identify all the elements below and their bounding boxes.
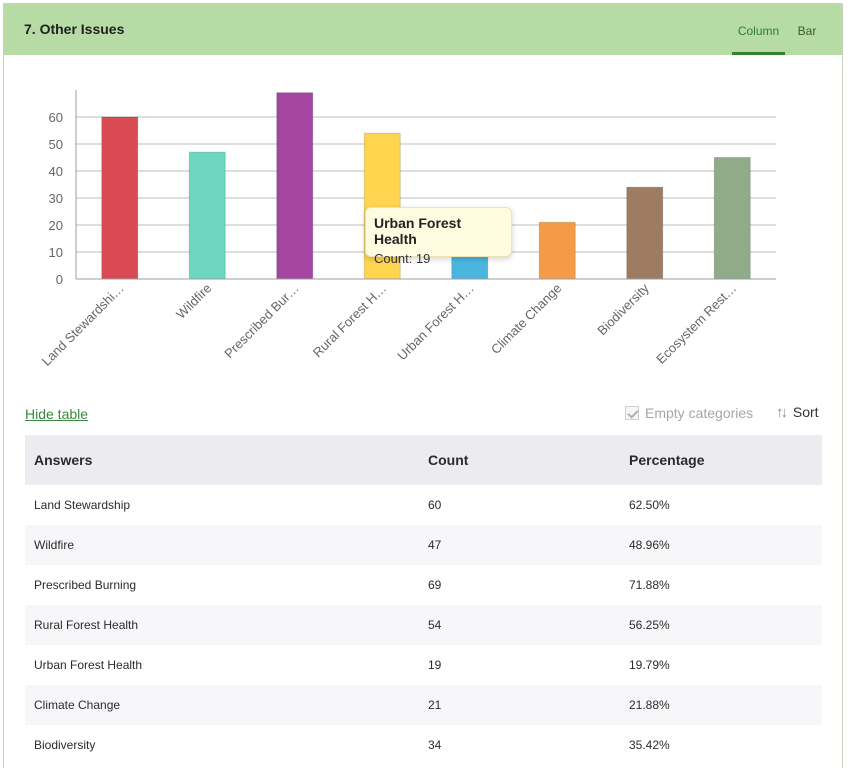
tab-column[interactable]: Column — [732, 24, 785, 55]
bar[interactable] — [626, 186, 664, 280]
cell-count: 34 — [428, 738, 442, 752]
x-tick-label: Ecosystem Rest… — [653, 281, 739, 367]
cell-percentage: 48.96% — [629, 538, 670, 552]
cell-percentage: 71.88% — [629, 578, 670, 592]
x-tick-label: Biodiversity — [594, 280, 652, 338]
cell-answer: Rural Forest Health — [34, 618, 139, 632]
cell-count: 69 — [428, 578, 442, 592]
tab-bar[interactable]: Bar — [797, 24, 817, 38]
y-tick-label: 50 — [49, 137, 63, 152]
results-table: Answers Count Percentage Land Stewardshi… — [25, 435, 822, 765]
y-tick-label: 20 — [49, 218, 63, 233]
bar[interactable] — [101, 116, 139, 280]
y-tick-label: 40 — [49, 164, 63, 179]
bar[interactable] — [538, 221, 576, 280]
chart-tooltip: Urban Forest Health Count: 19 — [365, 207, 512, 266]
cell-answer: Urban Forest Health — [34, 658, 143, 672]
table-row: Rural Forest Health 54 56.25% — [25, 605, 822, 645]
table-row: Biodiversity 34 35.42% — [25, 725, 822, 765]
tooltip-title: Urban Forest Health — [374, 215, 462, 247]
table-row: Land Stewardship 60 62.50% — [25, 485, 822, 525]
y-tick-label: 30 — [49, 191, 63, 206]
header-percentage[interactable]: Percentage — [629, 452, 705, 468]
header-count[interactable]: Count — [428, 452, 469, 468]
table-row: Prescribed Burning 69 71.88% — [25, 565, 822, 605]
table-row: Urban Forest Health 19 19.79% — [25, 645, 822, 685]
question-header: 7. Other Issues Column Bar — [4, 4, 842, 55]
table-row: Climate Change 21 21.88% — [25, 685, 822, 725]
x-tick-label: Land Stewardshi… — [39, 281, 127, 369]
y-tick-label: 0 — [56, 272, 63, 287]
cell-answer: Land Stewardship — [34, 498, 131, 512]
empty-categories-label: Empty categories — [645, 405, 754, 421]
cell-count: 54 — [428, 618, 442, 632]
checkbox-icon[interactable] — [625, 406, 639, 420]
sort-label: Sort — [792, 404, 819, 420]
cell-answer: Climate Change — [34, 698, 121, 712]
column-chart: 0 10 20 30 40 50 60 Land Stewardshi… Wildfire Pre… — [39, 90, 776, 369]
cell-percentage: 35.42% — [629, 738, 670, 752]
cell-percentage: 19.79% — [629, 658, 670, 672]
cell-percentage: 21.88% — [629, 698, 670, 712]
x-tick-label: Wildfire — [173, 281, 214, 322]
bar[interactable] — [188, 151, 226, 280]
x-tick-label: Climate Change — [488, 281, 565, 358]
hide-table-link[interactable]: Hide table — [25, 406, 89, 422]
x-tick-label: Urban Forest H… — [394, 281, 477, 364]
cell-answer: Biodiversity — [34, 738, 96, 752]
question-card: 7. Other Issues Column Bar 0 10 20 30 40 50 60… — [3, 3, 843, 768]
table-row: Wildfire 47 48.96% — [25, 525, 822, 565]
bar[interactable] — [276, 92, 314, 280]
y-tick-label: 10 — [49, 245, 63, 260]
bar[interactable] — [713, 157, 751, 280]
table-header-row: Answers Count Percentage — [25, 435, 822, 485]
cell-answer: Wildfire — [34, 538, 75, 552]
cell-count: 47 — [428, 538, 442, 552]
cell-percentage: 56.25% — [629, 618, 670, 632]
cell-count: 19 — [428, 658, 442, 672]
tooltip-count: Count: 19 — [374, 251, 431, 266]
x-tick-label: Prescribed Bur… — [221, 281, 302, 362]
cell-count: 60 — [428, 498, 442, 512]
x-tick-label: Rural Forest H… — [310, 281, 390, 361]
question-title: 7. Other Issues — [24, 21, 125, 37]
empty-categories-toggle[interactable]: Empty categories — [625, 405, 753, 421]
cell-answer: Prescribed Burning — [34, 578, 137, 592]
cell-count: 21 — [428, 698, 442, 712]
header-answers[interactable]: Answers — [34, 452, 93, 468]
y-tick-label: 60 — [49, 110, 63, 125]
cell-percentage: 62.50% — [629, 498, 670, 512]
sort-icon: ↑↓ — [776, 404, 788, 421]
sort-button[interactable]: ↑↓ Sort — [776, 404, 819, 421]
